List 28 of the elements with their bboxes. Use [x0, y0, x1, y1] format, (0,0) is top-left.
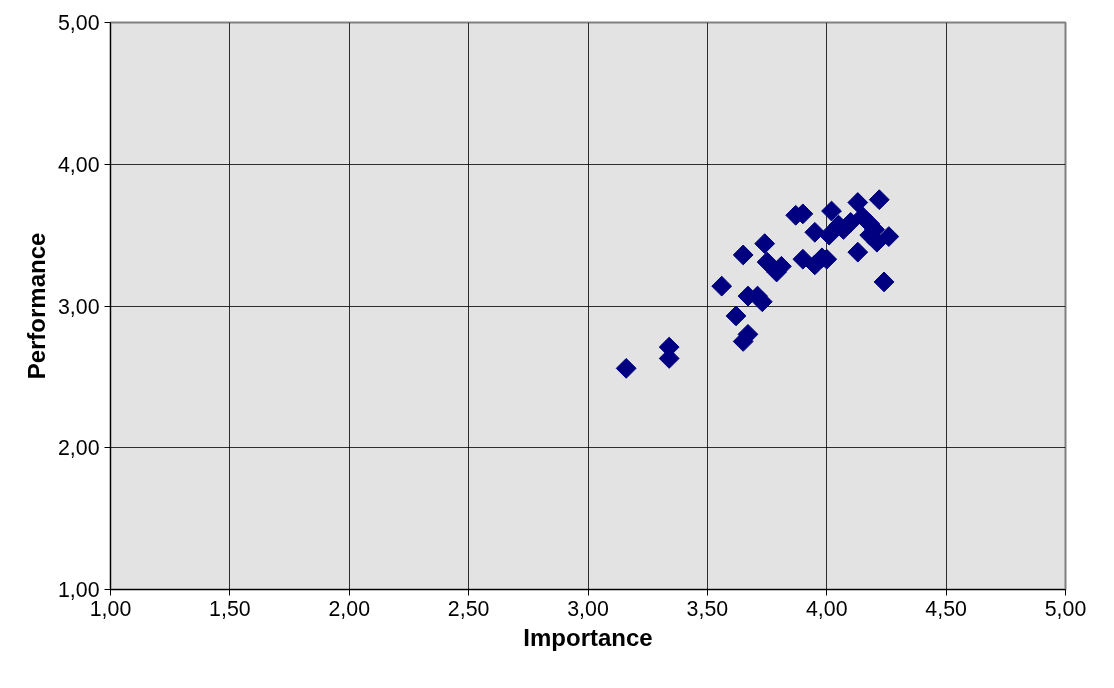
y-tick-label: 3,00 [57, 294, 100, 319]
point [725, 305, 747, 327]
point [878, 226, 900, 247]
x-tick-label: 3,50 [686, 596, 729, 621]
point [732, 244, 754, 266]
point [821, 200, 842, 222]
point [711, 275, 733, 297]
point [754, 233, 776, 255]
x-tick-label: 3,00 [567, 596, 609, 621]
x-tick-label: 1,50 [209, 596, 251, 621]
x-tick-label: 4,50 [925, 596, 968, 621]
point [804, 221, 826, 243]
point [847, 192, 869, 213]
point [615, 357, 637, 379]
y-axis-title: Performance [22, 232, 50, 380]
point [847, 241, 869, 263]
x-axis-title: Importance [523, 623, 653, 651]
point [818, 224, 840, 246]
point [868, 189, 890, 211]
x-tick-label: 2,00 [328, 596, 371, 621]
point [873, 271, 895, 293]
point [751, 291, 773, 313]
y-tick-label: 5,00 [57, 11, 100, 35]
x-tick-label: 5,00 [1044, 596, 1087, 621]
x-tick-label: 4,00 [805, 596, 848, 621]
x-tick-label: 2,50 [447, 596, 490, 621]
y-tick-label: 2,00 [57, 436, 100, 461]
y-tick-label: 4,00 [57, 152, 100, 177]
